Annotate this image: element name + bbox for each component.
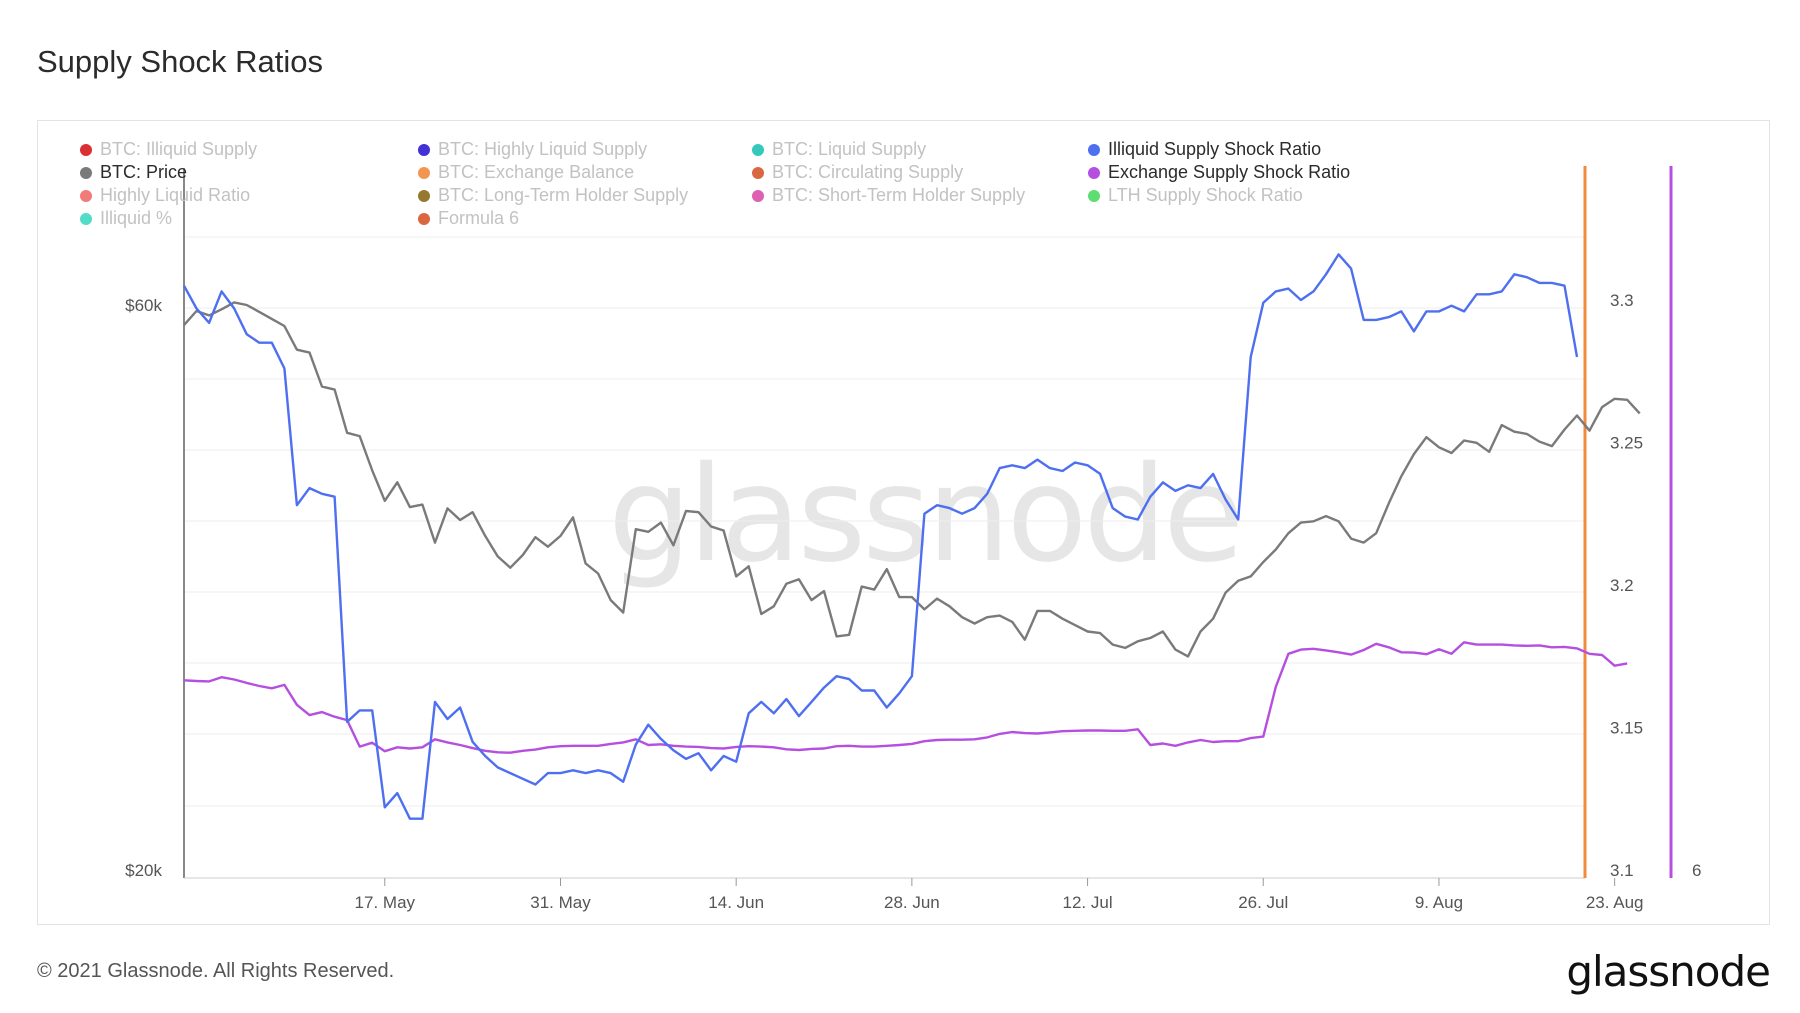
legend-item[interactable]: Illiquid % [80,208,172,229]
legend-label: BTC: Highly Liquid Supply [438,139,648,159]
legend-label: Highly Liquid Ratio [100,185,251,205]
legend-label: Illiquid Supply Shock Ratio [1108,139,1322,159]
x-tick-label: 14. Jun [708,893,764,912]
right1-tick-label: 3.15 [1610,719,1643,738]
series-line-exchange-supply-shock-ratio[interactable] [183,641,1628,754]
legend-item[interactable]: BTC: Short-Term Holder Supply [752,185,1025,206]
x-tick-label: 12. Jul [1063,893,1113,912]
legend-color-dot-icon [752,189,764,202]
legend-item[interactable]: BTC: Exchange Balance [418,162,634,183]
legend-label: BTC: Exchange Balance [438,162,635,182]
right2-tick-label: 6 [1692,861,1701,880]
x-tick-label: 31. May [530,893,591,912]
legend-label: BTC: Illiquid Supply [100,139,258,159]
x-tick-label: 26. Jul [1238,893,1288,912]
legend-color-dot-icon [80,212,92,225]
x-tick-label: 23. Aug [1586,893,1644,912]
tick-labels: 17. May 31. May 14. Jun 28. Jun 12. Jul 26. J… [125,291,1701,912]
legend-label: BTC: Long-Term Holder Supply [438,185,689,205]
copyright-text: © 2021 Glassnode. All Rights Reserved. [37,960,395,982]
series-line-btc-price[interactable] [183,301,1641,658]
glassnode-logo[interactable]: glassnode [1566,947,1771,996]
x-tick-label: 17. May [355,893,416,912]
right1-tick-label: 3.1 [1610,861,1634,880]
watermark: glassnode [608,438,1240,592]
legend-color-dot-icon [418,143,430,156]
legend-item[interactable]: BTC: Circulating Supply [752,162,963,183]
chart-frame [37,120,1770,925]
legend-color-dot-icon [418,166,430,179]
legend-item[interactable]: BTC: Price [80,162,187,183]
legend-label: BTC: Price [100,162,188,182]
legend-label: BTC: Circulating Supply [772,162,964,182]
legend-color-dot-icon [80,189,92,202]
legend-color-dot-icon [418,189,430,202]
legend-color-dot-icon [418,212,430,225]
series-lines[interactable] [182,253,1641,820]
legend-item[interactable]: Exchange Supply Shock Ratio [1088,162,1350,183]
legend-item[interactable]: BTC: Liquid Supply [752,139,926,160]
legend-item[interactable]: BTC: Highly Liquid Supply [418,139,647,160]
legend-label: Exchange Supply Shock Ratio [1108,162,1351,182]
legend-label: LTH Supply Shock Ratio [1108,185,1303,205]
legend-color-dot-icon [80,166,92,179]
legend-color-dot-icon [752,166,764,179]
right1-tick-label: 3.2 [1610,576,1634,595]
legend-item[interactable]: Formula 6 [418,208,519,229]
right1-tick-label: 3.25 [1610,434,1643,453]
grid-lines [184,236,1585,807]
legend-label: Formula 6 [438,208,520,228]
legend-color-dot-icon [1088,166,1100,179]
page-title: Supply Shock Ratios [37,44,324,79]
legend-label: BTC: Short-Term Holder Supply [772,185,1026,205]
legend-color-dot-icon [752,143,764,156]
legend-color-dot-icon [1088,189,1100,202]
legend-label: Illiquid % [100,208,173,228]
legend-item[interactable]: Illiquid Supply Shock Ratio [1088,139,1321,160]
legend-item[interactable]: BTC: Illiquid Supply [80,139,257,160]
legend-item[interactable]: BTC: Long-Term Holder Supply [418,185,688,206]
legend-color-dot-icon [80,143,92,156]
legend-item[interactable]: LTH Supply Shock Ratio [1088,185,1303,206]
x-tick-label: 9. Aug [1415,893,1463,912]
legend-color-dot-icon [1088,143,1100,156]
x-tick-label: 28. Jun [884,893,940,912]
series-line-illiquid-supply-shock-ratio[interactable] [182,253,1579,820]
left-tick-label: $60k [125,296,162,315]
legend-item[interactable]: Highly Liquid Ratio [80,185,250,206]
legend-label: BTC: Liquid Supply [772,139,927,159]
right1-tick-label: 3.3 [1610,291,1634,310]
left-tick-label: $20k [125,861,162,880]
